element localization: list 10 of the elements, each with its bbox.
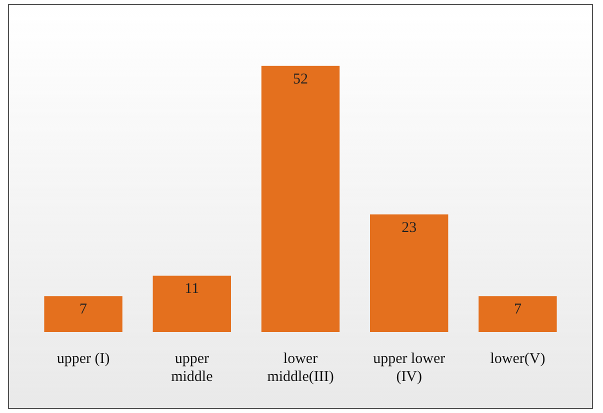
data-label: 52	[293, 71, 308, 88]
x-tick-label: upper (I)	[56, 350, 110, 367]
data-label: 7	[80, 302, 88, 318]
x-tick-label: upper middle	[171, 350, 214, 385]
data-label: 11	[184, 281, 200, 298]
x-tick-label: lower middle(III)	[267, 350, 334, 385]
data-label: 23	[402, 220, 417, 236]
x-tick-label: upper lower (IV)	[373, 350, 446, 385]
data-label: 7	[514, 302, 522, 318]
x-tick-label: lower(V)	[490, 350, 546, 367]
